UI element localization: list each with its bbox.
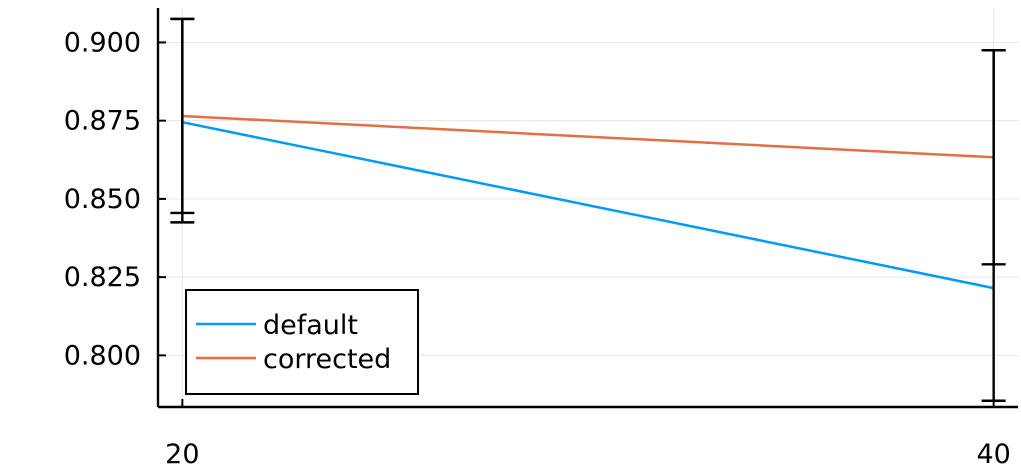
series-lines <box>182 114 994 290</box>
legend-label-default: default <box>263 310 358 341</box>
y-tick-label: 0.900 <box>64 27 141 58</box>
series-line-corrected <box>182 114 994 159</box>
x-tick-label: 40 <box>976 439 1010 467</box>
y-tick-label: 0.825 <box>64 262 141 293</box>
axes <box>156 8 1018 409</box>
x-ticks: 20 40 <box>165 399 1011 467</box>
x-tick-label: 20 <box>165 439 199 467</box>
legend-label-corrected: corrected <box>263 344 391 375</box>
y-tick-label: 0.800 <box>64 340 141 371</box>
series-line-default <box>182 120 994 290</box>
y-ticks: 0.800 0.825 0.850 0.875 0.900 <box>64 27 166 371</box>
y-tick-label: 0.850 <box>64 184 141 215</box>
y-tick-label: 0.875 <box>64 106 141 137</box>
legend-box <box>185 289 419 395</box>
legend: default corrected <box>185 289 419 395</box>
